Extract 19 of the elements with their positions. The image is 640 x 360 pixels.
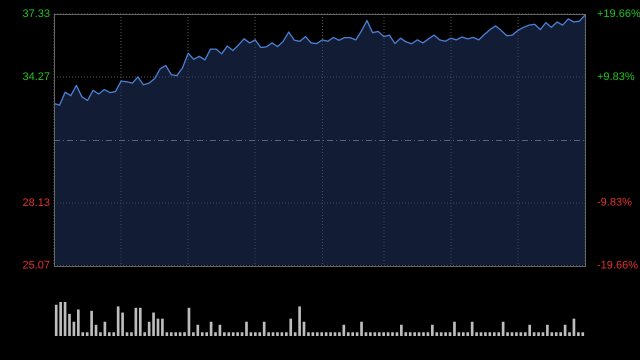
bar [342,324,346,336]
y2-tick-label: -9.83% [597,196,632,209]
bar [431,324,434,336]
bar [196,324,200,336]
y-tick-label: 25.07 [22,260,50,272]
bar [470,322,474,336]
bar [262,322,266,336]
y-tick-label: 37.33 [22,8,50,20]
y-tick-label: 28.13 [22,196,50,209]
bar [116,306,120,336]
bar [54,304,58,336]
y2-tick-label: +19.66% [597,8,640,20]
bar [528,324,532,336]
bar [289,318,292,336]
bar [77,309,80,336]
bar [138,308,142,336]
y2-tick-label: -19.66% [597,260,638,272]
y2-tick-label: +9.83% [597,70,635,83]
y-tick-label: 34.27 [22,70,50,83]
